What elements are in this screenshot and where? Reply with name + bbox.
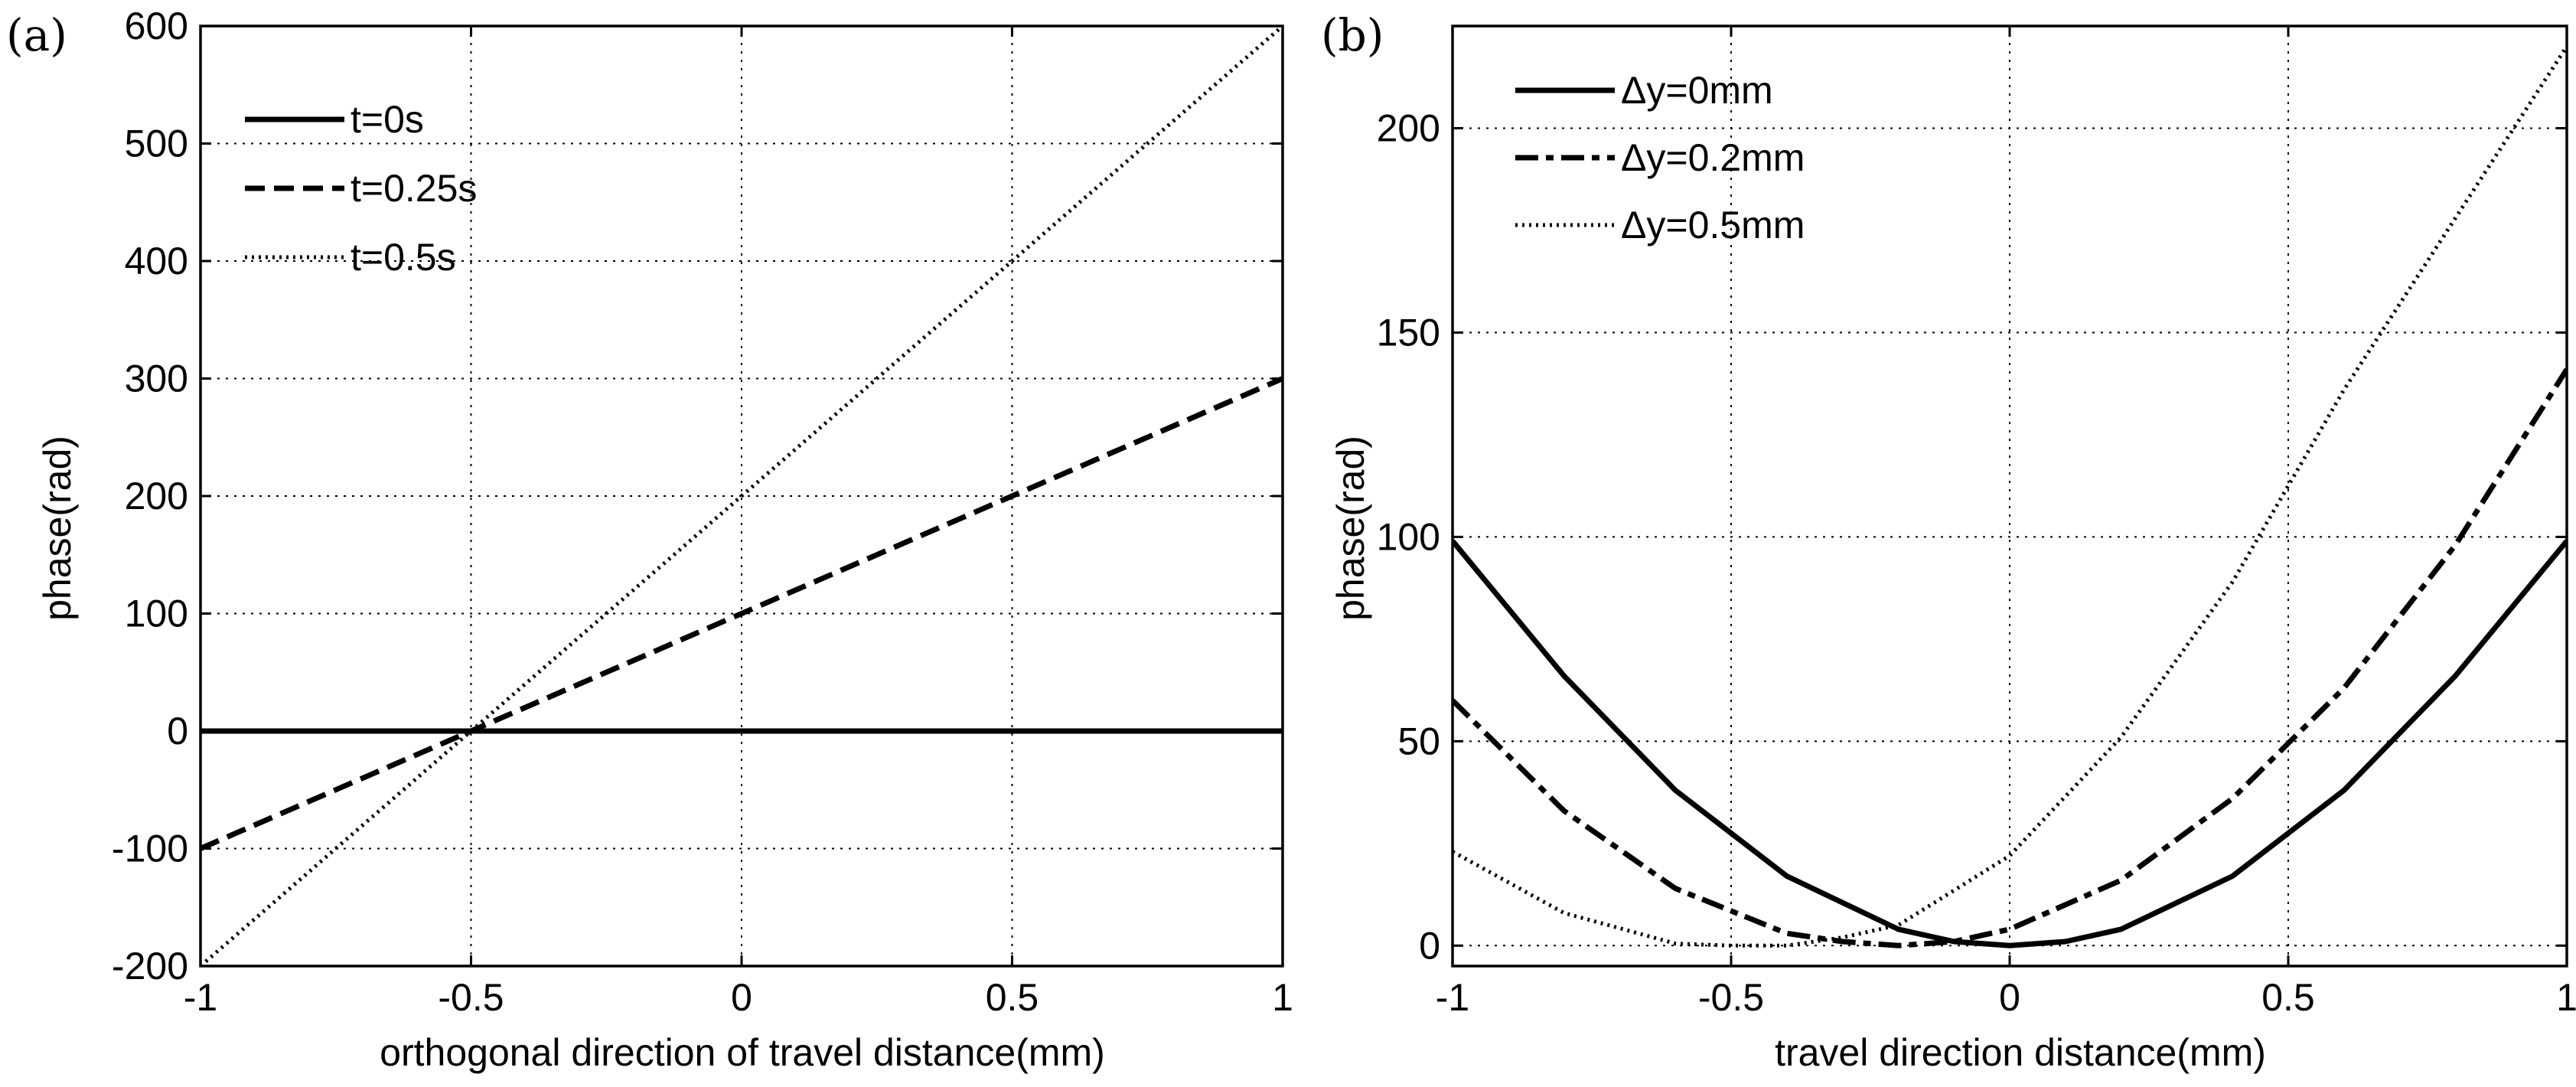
x-tick-label-a: 0.5 bbox=[986, 976, 1039, 1019]
y-tick-label-a: 300 bbox=[125, 357, 188, 400]
y-tick-label-b: 150 bbox=[1377, 311, 1440, 354]
x-tick-label-a: -1 bbox=[184, 976, 217, 1019]
panel-label-a: (a) bbox=[6, 9, 67, 61]
series-line-a-1 bbox=[201, 376, 1283, 851]
x-axis-title-b: travel direction distance(mm) bbox=[1775, 1031, 2266, 1074]
y-axis-title-b: phase(rad) bbox=[1329, 436, 1372, 621]
plot-panel-b: phase(rad) travel direction distance(mm)… bbox=[1329, 24, 2576, 1074]
y-axis-title-a: phase(rad) bbox=[36, 436, 79, 621]
y-tick-label-a: 400 bbox=[125, 240, 188, 282]
x-tick-label-b: -1 bbox=[1436, 976, 1469, 1019]
x-axis-title-a: orthogonal direction of travel distance(… bbox=[380, 1031, 1105, 1074]
y-tick-label-b: 0 bbox=[1419, 924, 1440, 967]
legend-label-b-1: Δy=0.2mm bbox=[1621, 136, 1805, 179]
y-tick-label-a: 200 bbox=[125, 475, 188, 517]
y-tick-label-a: 0 bbox=[167, 710, 188, 752]
legend-label-a-1: t=0.25s bbox=[351, 167, 477, 210]
y-tick-label-a: -200 bbox=[112, 945, 188, 987]
series-line-b-1 bbox=[1453, 367, 2567, 948]
legend-label-b-2: Δy=0.5mm bbox=[1621, 204, 1805, 246]
y-tick-label-a: 100 bbox=[125, 592, 188, 635]
x-tick-label-a: 1 bbox=[1272, 976, 1293, 1019]
legend-label-a-0: t=0s bbox=[351, 98, 424, 141]
series-line-b-0 bbox=[1453, 539, 2567, 948]
y-tick-label-b: 50 bbox=[1397, 720, 1440, 762]
x-tick-label-a: -0.5 bbox=[438, 976, 504, 1019]
x-tick-label-b: 0.5 bbox=[2261, 976, 2315, 1019]
legend-label-a-2: t=0.5s bbox=[351, 236, 456, 279]
y-tick-label-b: 100 bbox=[1377, 515, 1440, 558]
panel-label-b: (b) bbox=[1321, 9, 1384, 61]
y-tick-label-a: 500 bbox=[125, 122, 188, 165]
x-tick-label-b: 1 bbox=[2556, 976, 2576, 1019]
series-line-a-2 bbox=[201, 26, 1283, 966]
plot-frame-b bbox=[1451, 24, 2568, 968]
series-line-b-2 bbox=[1453, 45, 2567, 948]
x-tick-label-a: 0 bbox=[731, 976, 752, 1019]
x-tick-label-b: 0 bbox=[1999, 976, 2020, 1019]
y-tick-label-b: 200 bbox=[1377, 106, 1440, 149]
legend-label-b-0: Δy=0mm bbox=[1621, 69, 1773, 112]
y-tick-label-a: -100 bbox=[112, 827, 188, 870]
plot-panel-a: phase(rad) orthogonal direction of trave… bbox=[36, 5, 1293, 1074]
x-tick-label-b: -0.5 bbox=[1698, 976, 1764, 1019]
y-tick-label-a: 600 bbox=[125, 5, 188, 47]
